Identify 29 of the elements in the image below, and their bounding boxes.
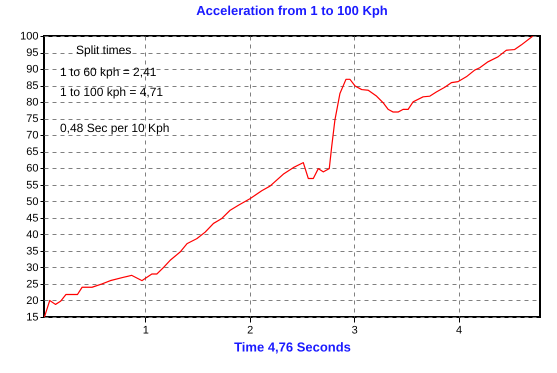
x-tick-label: 3	[352, 324, 358, 336]
chart-title: Acceleration from 1 to 100 Kph	[196, 3, 388, 18]
y-tick-label: 70	[26, 130, 38, 142]
y-tick-label: 100	[20, 30, 38, 42]
y-tick-label: 65	[26, 146, 38, 158]
y-tick-label: 90	[26, 64, 38, 76]
y-tick-label: 35	[26, 245, 38, 258]
y-tick-label: 40	[26, 228, 38, 241]
y-tick-label: 50	[26, 196, 38, 208]
y-tick-label: 60	[26, 162, 38, 175]
x-tick-label: 4	[456, 324, 462, 336]
y-tick-label: 45	[26, 212, 38, 224]
y-tick-label: 15	[26, 312, 38, 324]
annotation: Split times	[76, 43, 132, 57]
annotation: 1 to 60 kph = 2,41	[60, 65, 157, 79]
y-tick-label: 25	[26, 278, 38, 290]
x-axis-title: Time 4,76 Seconds	[234, 340, 351, 354]
y-tick-label: 75	[26, 113, 38, 126]
y-tick-label: 20	[26, 294, 38, 307]
y-tick-label: 30	[26, 262, 38, 274]
x-tick-label: 2	[247, 324, 254, 336]
y-tick-label: 80	[26, 96, 38, 109]
y-tick-label: 95	[26, 47, 38, 60]
annotation: 0,48 Sec per 10 Kph	[60, 121, 170, 135]
y-tick-label: 55	[26, 179, 38, 192]
annotation: 1 to 100 kph = 4,71	[60, 85, 164, 99]
x-tick-label: 1	[142, 324, 149, 336]
line-series	[44, 36, 534, 317]
y-tick-label: 85	[26, 80, 38, 92]
